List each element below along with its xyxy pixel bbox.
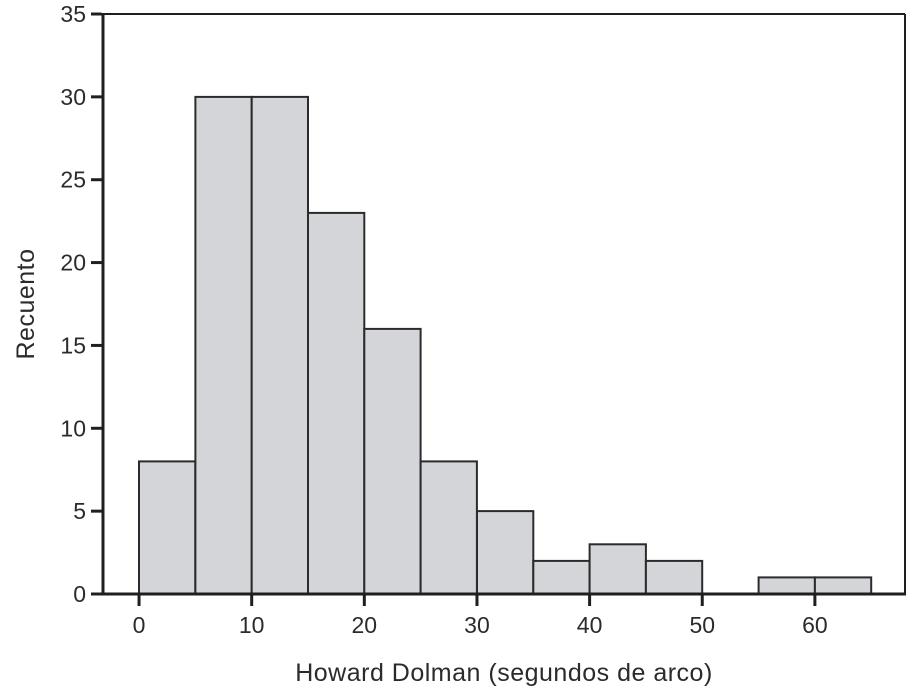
x-tick-label: 20	[352, 612, 378, 638]
y-axis-title: Recuento	[12, 248, 40, 359]
x-tick-label: 0	[133, 612, 146, 638]
y-tick-label: 10	[60, 415, 86, 441]
histogram-bar	[757, 576, 816, 596]
x-tick-label: 30	[464, 612, 490, 638]
histogram-bar	[419, 460, 478, 595]
y-tick-label: 5	[73, 498, 86, 524]
histogram-bar	[476, 510, 535, 596]
x-axis-title: Howard Dolman (segundos de arco)	[295, 659, 713, 687]
y-tick-label: 35	[60, 1, 86, 27]
histogram-bar	[307, 211, 366, 595]
x-tick-label: 10	[239, 612, 265, 638]
y-tick-label: 20	[60, 250, 86, 276]
histogram-bar	[588, 543, 647, 595]
x-tick-label: 60	[802, 612, 828, 638]
histogram-bar	[363, 327, 422, 595]
y-tick-label: 0	[73, 581, 86, 607]
y-tick-label: 25	[60, 167, 86, 193]
x-tick-label: 40	[577, 612, 603, 638]
histogram-bar	[194, 95, 253, 596]
y-tick-label: 30	[60, 84, 86, 110]
histogram-bar	[250, 95, 309, 596]
histogram-bar	[138, 460, 197, 595]
histogram-bar	[532, 559, 591, 596]
histogram-bar	[813, 576, 873, 596]
histogram-bar	[644, 559, 704, 596]
x-tick-label: 50	[689, 612, 715, 638]
chart-plot-area: 0 10 20 30 40 50 60 0 5 10 15 20 25 30 35	[60, 1, 906, 638]
y-tick-label: 15	[60, 332, 86, 358]
